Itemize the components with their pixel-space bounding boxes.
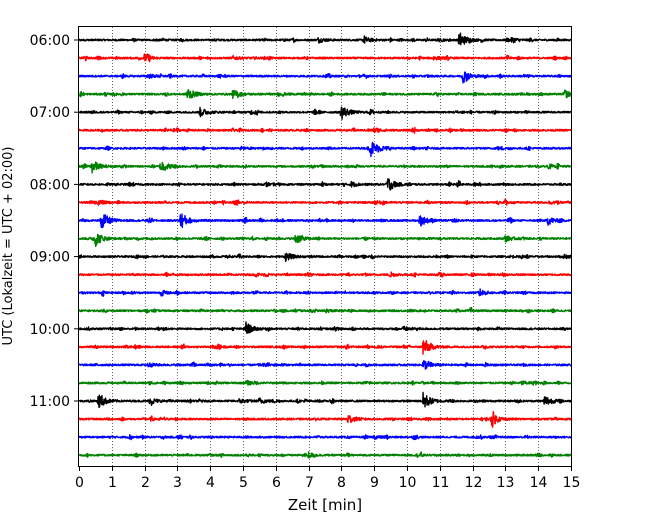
y-tick-label: 10:00 bbox=[30, 322, 70, 338]
x-tick-label: 5 bbox=[239, 475, 248, 491]
trace-group bbox=[78, 32, 572, 459]
trace-1045 bbox=[78, 379, 572, 386]
x-tick-label: 13 bbox=[497, 475, 515, 491]
x-tick-label: 9 bbox=[370, 475, 379, 491]
x-tick-label: 11 bbox=[432, 475, 450, 491]
plot-frame bbox=[78, 26, 572, 467]
y-tick-label: 07:00 bbox=[30, 105, 70, 121]
trace-0645 bbox=[78, 88, 572, 100]
x-tick-label: 6 bbox=[272, 475, 281, 491]
trace-1130 bbox=[78, 434, 572, 441]
trace-1115 bbox=[78, 411, 572, 428]
x-tick-label: 4 bbox=[206, 475, 215, 491]
trace-0730 bbox=[78, 141, 572, 158]
trace-0815 bbox=[78, 198, 572, 207]
x-tick-label: 2 bbox=[141, 475, 150, 491]
trace-0745 bbox=[78, 161, 572, 174]
x-tick-label: 8 bbox=[337, 475, 346, 491]
x-tick-label: 3 bbox=[173, 475, 182, 491]
x-tick-label: 1 bbox=[108, 475, 117, 491]
trace-0615 bbox=[78, 53, 572, 63]
trace-1000 bbox=[78, 321, 572, 335]
y-tick-label: 06:00 bbox=[30, 33, 70, 49]
x-tick-label: 7 bbox=[305, 475, 314, 491]
trace-0630 bbox=[78, 71, 572, 84]
x-tick-label: 12 bbox=[465, 475, 483, 491]
x-tick-label: 15 bbox=[563, 475, 581, 491]
y-tick-label: 11:00 bbox=[30, 394, 70, 410]
trace-0830 bbox=[78, 213, 572, 229]
y-axis-title: UTC (Lokalzeit = UTC + 02:00) bbox=[1, 147, 16, 346]
y-tick-label: 08:00 bbox=[30, 177, 70, 193]
trace-0915 bbox=[78, 271, 572, 278]
trace-0800 bbox=[78, 178, 572, 191]
trace-0930 bbox=[78, 288, 572, 297]
x-axis-title: Zeit [min] bbox=[288, 496, 362, 514]
trace-1015 bbox=[78, 340, 572, 355]
trace-0845 bbox=[78, 233, 572, 248]
trace-0600 bbox=[78, 32, 572, 46]
x-tick-label: 10 bbox=[399, 475, 417, 491]
y-axis: 06:00 07:00 08:00 09:00 10:00 11:00 bbox=[30, 33, 79, 410]
trace-0715 bbox=[78, 126, 572, 134]
trace-1030 bbox=[78, 360, 572, 370]
trace-1100 bbox=[78, 391, 572, 409]
trace-0700 bbox=[78, 106, 572, 120]
x-tick-label: 14 bbox=[530, 475, 548, 491]
x-axis: 0 1 2 3 4 5 6 7 8 9 10 11 12 13 14 15 bbox=[75, 466, 580, 491]
grid-lines bbox=[112, 27, 539, 466]
trace-0945 bbox=[78, 306, 572, 314]
trace-1145 bbox=[78, 451, 572, 459]
x-tick-label: 0 bbox=[75, 475, 84, 491]
trace-0900 bbox=[78, 252, 572, 262]
y-tick-label: 09:00 bbox=[30, 250, 70, 266]
